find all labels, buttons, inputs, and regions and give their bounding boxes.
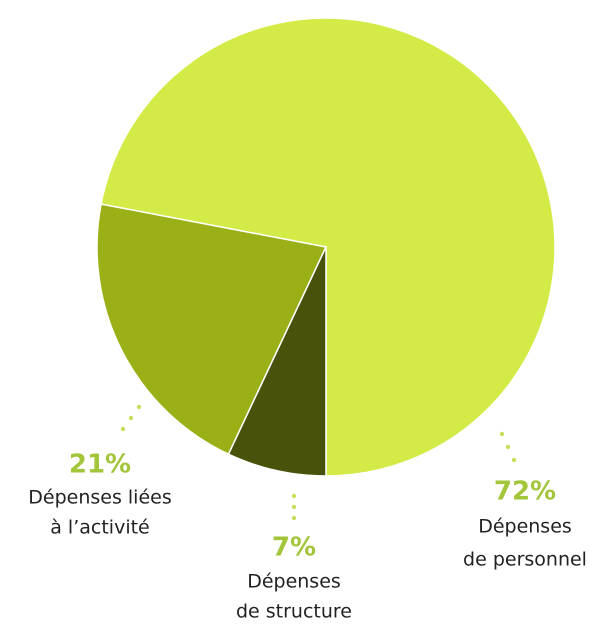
pie-slice xyxy=(227,246,327,477)
category-label: à l’activité xyxy=(50,517,149,539)
dot xyxy=(505,444,511,450)
dot xyxy=(291,515,297,521)
category-label: Dépenses xyxy=(247,571,341,593)
category-label: de personnel xyxy=(463,549,587,571)
category-label: Dépenses xyxy=(478,516,572,538)
dot xyxy=(120,426,126,432)
value-label: 21% xyxy=(69,450,131,480)
pie-slice xyxy=(100,17,556,477)
category-label: Dépenses liées xyxy=(28,487,171,509)
dot xyxy=(291,504,297,510)
dot xyxy=(511,457,517,463)
value-label: 72% xyxy=(494,477,556,507)
pie-slice xyxy=(96,203,328,456)
dot xyxy=(136,404,142,410)
category-label: de structure xyxy=(236,601,352,623)
leader-dots xyxy=(120,404,517,521)
value-label: 7% xyxy=(272,533,316,563)
dot xyxy=(291,493,297,499)
dot xyxy=(499,431,505,437)
dot xyxy=(128,415,134,421)
